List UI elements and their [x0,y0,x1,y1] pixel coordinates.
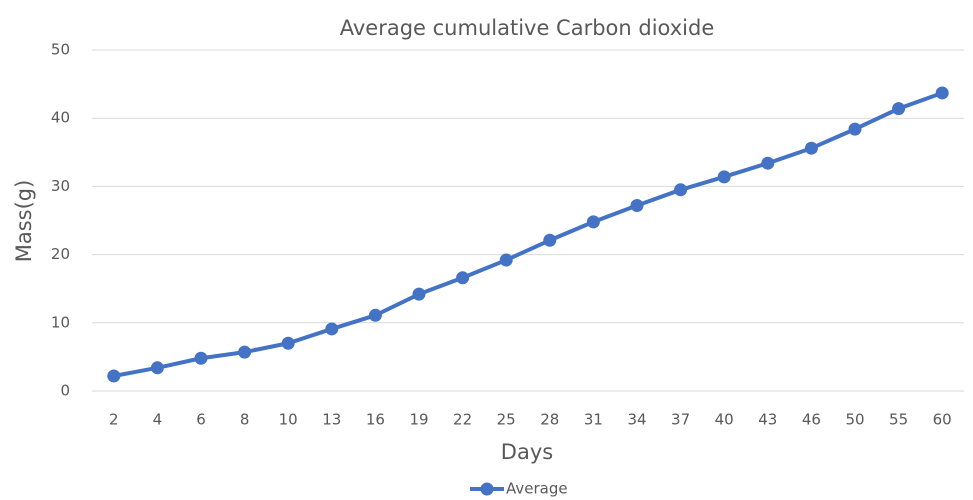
data-point [586,215,600,229]
data-point [107,369,121,383]
data-point [630,198,644,212]
y-axis-label: Mass(g) [12,180,36,263]
data-point [761,156,775,170]
data-point [194,351,208,365]
data-point [238,345,252,359]
x-tick-label: 8 [240,411,250,429]
data-point [892,102,906,116]
x-tick-label: 19 [409,411,428,429]
data-point [368,308,382,322]
data-point [412,287,426,301]
x-tick-label: 40 [715,411,734,429]
x-tick-label: 6 [196,411,206,429]
data-point [848,122,862,136]
data-point [499,253,513,267]
x-tick-label: 46 [802,411,821,429]
x-tick-label: 22 [453,411,472,429]
legend-marker [480,482,494,496]
data-point [935,86,949,100]
x-tick-label: 28 [540,411,559,429]
data-point [281,336,295,350]
x-axis-label: Days [501,440,553,464]
data-point [543,233,557,247]
x-tick-label: 50 [845,411,864,429]
chart-title: Average cumulative Carbon dioxide [340,16,715,40]
y-tick-label: 40 [51,109,70,127]
x-tick-label: 16 [366,411,385,429]
x-tick-label: 25 [497,411,516,429]
y-tick-label: 50 [51,41,70,59]
x-tick-label: 31 [584,411,603,429]
series-line [113,91,943,378]
x-tick-label: 10 [279,411,298,429]
data-point [804,141,818,155]
y-tick-label: 30 [51,177,70,195]
x-tick-label: 55 [889,411,908,429]
x-tick-label: 2 [109,411,119,429]
data-point [674,183,688,197]
data-point [456,271,470,285]
x-tick-label: 60 [933,411,952,429]
data-point [325,322,339,336]
x-tick-label: 13 [322,411,341,429]
x-tick-label: 34 [627,411,646,429]
legend-label: Average [506,480,568,498]
x-tick-label: 37 [671,411,690,429]
y-tick-label: 20 [51,245,70,263]
data-point [150,361,164,375]
data-point [717,170,731,184]
x-tick-label: 4 [153,411,163,429]
y-tick-label: 0 [60,382,70,400]
y-tick-label: 10 [51,313,70,331]
x-tick-label: 43 [758,411,777,429]
